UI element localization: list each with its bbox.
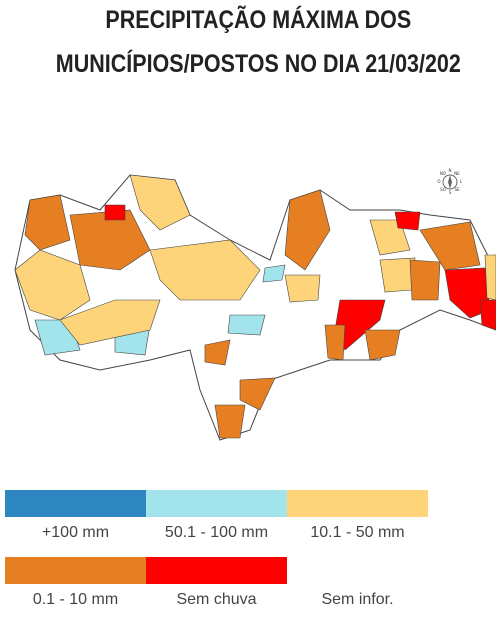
municipality (364, 329, 401, 361)
legend-swatch (146, 490, 287, 517)
legend-swatch (146, 557, 287, 584)
municipality (104, 204, 126, 221)
legend-swatch (287, 557, 428, 584)
municipality (239, 377, 276, 411)
compass-label: N (449, 168, 452, 173)
municipality (214, 404, 246, 439)
municipality (262, 264, 286, 283)
municipality (409, 259, 441, 301)
legend-label: +100 mm (41, 524, 110, 541)
municipality (284, 189, 331, 271)
compass-label: S (449, 190, 452, 195)
title-line: MUNICÍPIOS/POSTOS NO DIA 21/03/202 (55, 50, 461, 78)
municipality (14, 249, 91, 321)
legend-label: 50.1 - 100 mm (164, 524, 269, 541)
municipality (284, 274, 321, 303)
municipality (204, 339, 231, 366)
municipality (129, 174, 191, 231)
municipality (479, 299, 496, 331)
municipality (324, 324, 346, 361)
legend-swatch (5, 490, 146, 517)
compass-label: O (437, 179, 440, 184)
title-line: PRECIPITAÇÃO MÁXIMA DOS (105, 6, 412, 34)
compass-label: L (460, 179, 463, 184)
legend-swatch (5, 557, 146, 584)
compass-label: SE (454, 187, 460, 192)
municipality (24, 194, 71, 251)
municipality (394, 211, 421, 231)
compass-label: NE (454, 171, 460, 176)
municipality (369, 219, 411, 256)
municipality (59, 299, 161, 346)
legend-label: Sem infor. (321, 591, 394, 608)
municipality (149, 239, 261, 301)
compass (442, 174, 458, 190)
compass-label: SO (440, 187, 446, 192)
municipality (419, 221, 481, 271)
municipality (379, 257, 416, 293)
municipality (227, 314, 266, 336)
municipality (444, 267, 491, 319)
legend-label: Sem chuva (176, 591, 257, 608)
municipality (484, 254, 496, 301)
compass-label: NO (440, 171, 446, 176)
legend-label: 0.1 - 10 mm (32, 591, 119, 608)
legend-swatch (287, 490, 428, 517)
legend-label: 10.1 - 50 mm (310, 524, 405, 541)
